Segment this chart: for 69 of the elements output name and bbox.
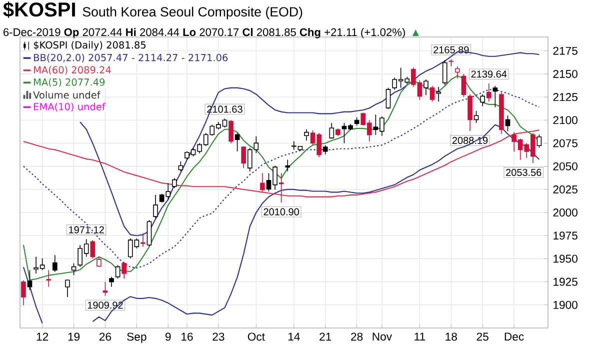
x-tick-label: 23 (212, 332, 224, 341)
y-tick-label: 2100 (553, 116, 578, 124)
candlestick (96, 256, 102, 266)
legend-label: Volume undef (33, 91, 100, 99)
annotation: 1971.12 (69, 226, 104, 234)
x-tick-label: Nov (372, 332, 392, 341)
legend-label: BB(20,2.0) 2057.47 - 2114.27 - 2171.06 (34, 54, 228, 62)
x-tick-label: 19 (68, 332, 80, 341)
annotation: 2165.89 (434, 46, 469, 54)
y-tick-label: 2150 (553, 70, 578, 78)
candlestick (455, 66, 460, 79)
chart-subtitle: South Korea Seoul Composite (EOD) (82, 6, 302, 20)
candlestick (90, 240, 96, 259)
candlestick (442, 60, 448, 86)
x-tick-label: 25 (476, 332, 488, 341)
candlestick (436, 86, 441, 102)
x-tick-label: Sep (127, 332, 146, 343)
candlestick (468, 94, 472, 132)
y-tick-label: 2050 (553, 162, 578, 170)
candlestick (424, 79, 428, 96)
candlestick (140, 232, 146, 248)
x-tick-label: 18 (446, 332, 457, 341)
y-tick-label: 1950 (554, 254, 578, 263)
chart-title: $KOSPI (3, 2, 75, 18)
candlestick (448, 58, 454, 66)
x-tick-label: 12 (36, 332, 48, 341)
candlestick (21, 280, 26, 306)
candlestick (278, 172, 284, 203)
y-tick-label: 2075 (553, 139, 578, 148)
legend-label: EMA(10) undef (34, 102, 106, 112)
candlestick (304, 128, 309, 141)
y-tick-label: 2000 (553, 208, 578, 217)
candlestick (336, 128, 340, 136)
y-tick-label: 1900 (554, 300, 578, 309)
candlestick (241, 146, 246, 168)
y-tick-label: 1975 (554, 232, 578, 240)
x-tick-label: 9 (165, 332, 171, 341)
y-tick-label: 2175 (553, 46, 578, 55)
x-tick-label: 14 (288, 332, 300, 340)
annotation: 2010.90 (264, 208, 299, 216)
x-tick-label: Dec (504, 332, 524, 341)
candlestick (122, 261, 127, 279)
y-tick-label: 1925 (554, 278, 578, 286)
x-tick-label: 16 (182, 332, 193, 341)
legend-label: MA(60) 2089.24 (34, 66, 111, 75)
candlestick (65, 280, 70, 298)
x-tick-label: 11 (414, 332, 426, 340)
candlestick (285, 159, 290, 172)
candlestick (52, 254, 58, 272)
candlestick (228, 120, 234, 144)
x-tick-label: 26 (99, 332, 112, 341)
candlestick (480, 94, 485, 107)
annotation: 2053.56 (506, 168, 542, 176)
legend-label: $KOSPI (Daily) 2081.85 (34, 41, 146, 50)
candlestick (322, 144, 328, 155)
y-tick-label: 2025 (553, 185, 578, 194)
x-tick-label: 21 (320, 332, 332, 341)
candlestick (260, 172, 265, 192)
candlestick (486, 83, 492, 102)
candlestick (46, 270, 52, 288)
text: ▲ (412, 30, 419, 36)
x-tick-label: 28 (351, 332, 363, 341)
candlestick (499, 92, 504, 134)
candlestick (109, 276, 114, 288)
text: 6-Dec-2019 Op 2072.44 Hi 2084.44 Lo 2070.17 Cl 2081.85 Chg +21.11 (+1.02%) (4, 28, 405, 38)
y-tick-label: 2125 (553, 93, 578, 102)
annotation: 2139.64 (471, 70, 507, 78)
x-tick-label: Oct (248, 332, 265, 341)
legend-label: MA(5) 2077.49 (34, 78, 105, 87)
